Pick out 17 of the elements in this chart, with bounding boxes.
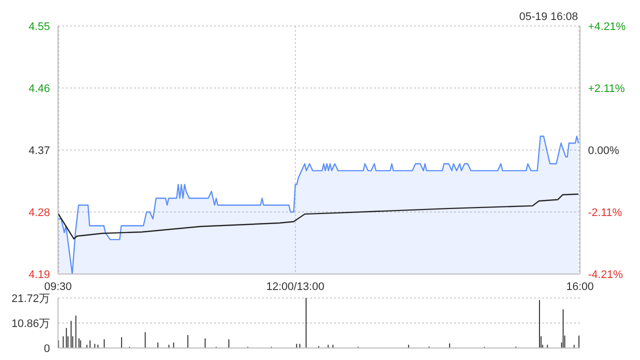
- y-tick-label: 10.86万: [11, 318, 50, 330]
- text: 05-19 16:08: [519, 11, 578, 23]
- y-tick-label: 4.19: [28, 269, 50, 281]
- y2-tick-label: +4.21%: [588, 21, 626, 33]
- y-tick-label: 21.72万: [11, 293, 50, 305]
- y-tick-label: 4.28: [28, 207, 50, 219]
- y-tick-label: 4.55: [28, 21, 50, 33]
- y2-tick-label: -4.21%: [588, 269, 624, 281]
- x-tick-label: 09:30: [44, 280, 72, 293]
- x-tick-label: 16:00: [566, 280, 594, 293]
- x-tick-label: 12:00/13:00: [266, 280, 324, 293]
- y-tick-label: 0: [44, 343, 50, 355]
- y2-tick-label: 0.00%: [588, 145, 620, 157]
- y2-tick-label: +2.11%: [588, 82, 626, 95]
- y-tick-label: 4.37: [28, 145, 50, 157]
- y-tick-label: 4.46: [28, 83, 50, 95]
- y2-tick-label: -2.11%: [588, 207, 622, 220]
